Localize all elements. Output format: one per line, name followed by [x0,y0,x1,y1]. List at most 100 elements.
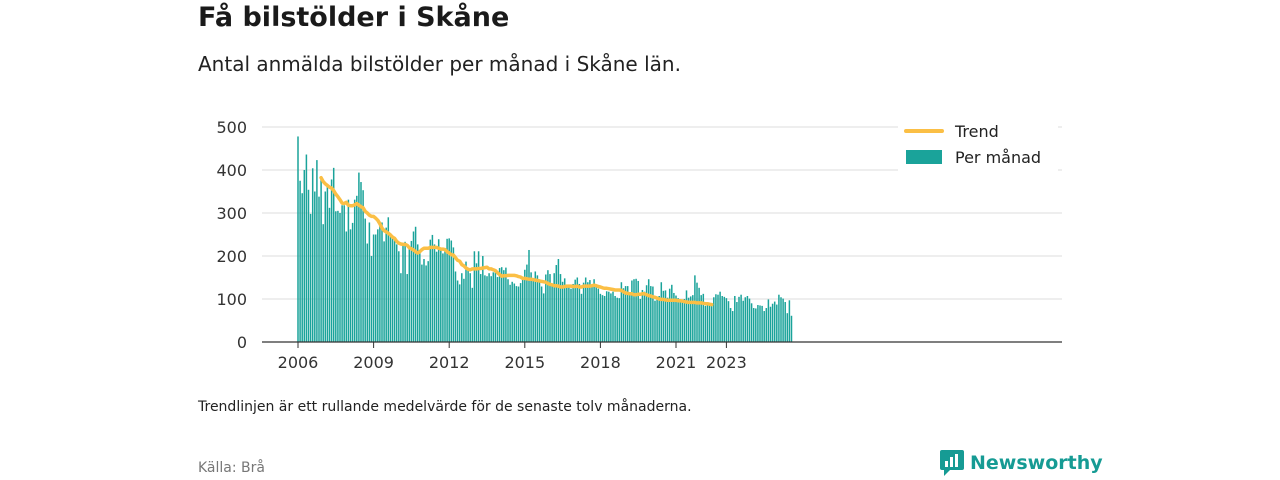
bar [383,241,385,342]
bar [351,222,354,342]
bar [467,268,469,342]
bar [479,274,482,342]
bar [593,279,595,342]
bar [540,286,543,342]
bar [685,290,688,342]
bar [362,190,364,342]
y-tick-label: 100 [216,290,247,309]
bar [324,191,327,342]
bar [666,297,669,342]
bar [391,237,394,342]
bar [421,264,423,342]
bar [687,297,690,342]
bar [509,284,511,342]
bar [715,294,717,342]
bar [353,199,356,342]
bar [463,278,465,342]
bar [450,240,453,342]
brand-logo[interactable]: Newsworthy [940,450,1103,476]
bar [303,170,306,342]
bar [601,295,604,342]
bar [492,272,495,342]
bar [318,196,320,342]
bar [572,283,574,342]
bar [515,286,518,342]
bar [790,315,793,342]
bar [320,178,322,342]
bar [597,288,600,342]
bar [526,264,528,342]
bar [582,282,585,342]
bar [614,295,616,342]
bar [345,231,348,342]
bar [752,308,755,342]
bar [784,302,786,342]
bar [750,303,753,342]
bar [395,244,398,342]
bar [534,271,537,342]
bar [343,205,345,342]
bar [513,283,516,342]
bar [524,269,526,342]
bar [761,305,763,342]
bar [379,225,381,342]
bar [652,286,654,342]
bar [368,222,371,342]
bar [568,286,570,342]
bar [603,295,606,342]
bar [326,186,329,342]
bar [505,267,507,342]
legend-label-trend: Trend [954,122,999,141]
bar [381,222,383,342]
bar [769,306,772,342]
bar [635,278,637,342]
bar [744,297,747,342]
bar [410,240,413,342]
bar [763,311,765,342]
bar [446,238,448,342]
bar [641,289,644,342]
bar [440,248,442,342]
bar [393,240,396,342]
bar [589,280,591,342]
bar [299,180,301,342]
bar [624,286,627,342]
chart-subtitle: Antal anmälda bilstölder per månad i Skå… [198,52,681,76]
bar [773,301,776,342]
bar [473,251,476,342]
brand-name: Newsworthy [970,452,1103,474]
bar [696,282,698,342]
chart-note: Trendlinjen är ett rullande medelvärde f… [198,399,692,415]
bar [668,288,671,342]
bar [553,273,555,342]
y-tick-label: 500 [216,118,247,137]
bar [555,265,558,342]
bar [366,243,369,342]
bar [328,207,331,342]
legend-box [898,116,1058,176]
bar [755,308,757,342]
x-tick-label: 2023 [706,353,747,372]
bar [608,291,610,342]
bar [484,275,486,342]
bar [610,293,612,342]
bar [643,291,646,342]
x-tick-label: 2015 [504,353,545,372]
bar [578,283,581,342]
bar [633,279,635,342]
bar [530,272,532,342]
bar [647,279,650,342]
x-tick-label: 2021 [656,353,697,372]
bar [500,267,503,342]
bar [429,239,432,342]
bar [612,291,614,342]
bar [419,250,421,342]
bar [698,287,700,342]
bar [385,227,387,342]
bar [660,282,663,342]
bar [771,303,774,342]
bar [736,302,738,342]
bar [664,290,667,342]
bar [713,297,715,342]
bar [335,211,337,342]
